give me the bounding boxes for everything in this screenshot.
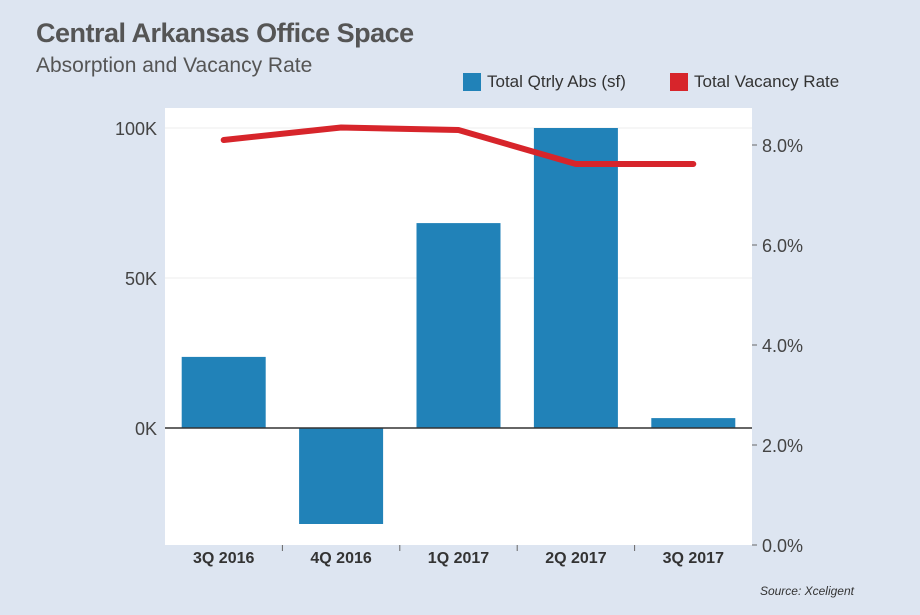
right-tick-label: 6.0%: [762, 236, 803, 256]
legend-swatch-blue: [463, 73, 481, 91]
x-tick-label: 2Q 2017: [545, 550, 606, 567]
bar: [533, 128, 618, 428]
bar: [299, 428, 384, 524]
right-tick-label: 2.0%: [762, 436, 803, 456]
x-tick-label: 3Q 2016: [193, 550, 254, 567]
chart-subtitle: Absorption and Vacancy Rate: [36, 54, 313, 77]
legend-item-absorption: Total Qtrly Abs (sf): [463, 72, 626, 92]
bar: [181, 356, 266, 428]
left-tick-label: 100K: [115, 119, 157, 139]
left-tick-label: 0K: [135, 419, 157, 439]
chart-title: Central Arkansas Office Space: [36, 18, 414, 48]
source-note: Source: Xceligent: [759, 584, 854, 598]
x-tick-label: 1Q 2017: [428, 550, 489, 567]
right-tick-label: 0.0%: [762, 536, 803, 556]
x-tick-label: 3Q 2017: [663, 550, 724, 567]
vacancy-line: [220, 124, 697, 167]
legend-label: Total Vacancy Rate: [694, 72, 840, 91]
bar: [416, 223, 501, 428]
bar: [651, 418, 736, 428]
legend-swatch-red: [670, 73, 688, 91]
right-tick-label: 8.0%: [762, 136, 803, 156]
right-tick-label: 4.0%: [762, 336, 803, 356]
legend-label: Total Qtrly Abs (sf): [487, 72, 626, 91]
x-tick-label: 4Q 2016: [310, 550, 371, 567]
left-tick-label: 50K: [125, 269, 157, 289]
legend-item-vacancy: Total Vacancy Rate: [670, 72, 839, 92]
